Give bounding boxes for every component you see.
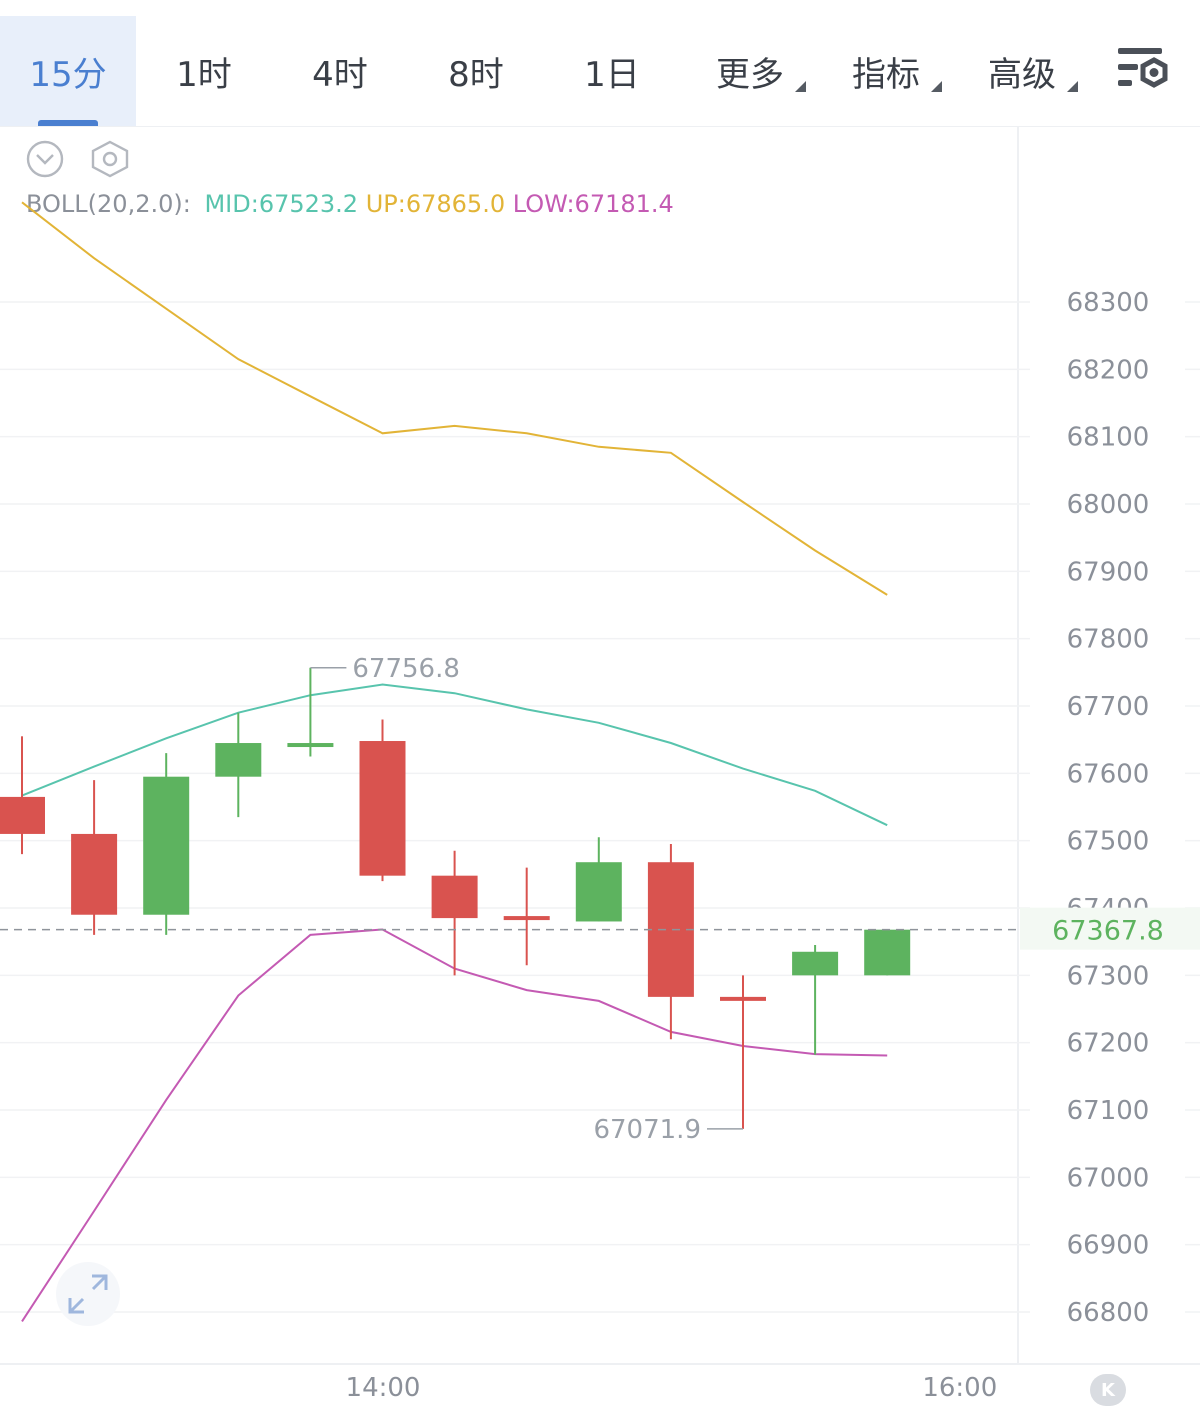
candle-up	[575, 862, 622, 922]
tab-label-wrap: 更多	[716, 47, 806, 96]
boll-indicator-legend: BOLL(20,2.0): MID:67523.2 UP:67865.0 LOW…	[26, 190, 680, 218]
tab-label: 1时	[176, 54, 232, 95]
candle-up	[287, 743, 334, 748]
timeframe-tab-bar: 15分 1时 4时 8时 1日 更多 指标 高级	[0, 0, 1200, 127]
tab-label: 15分	[29, 54, 107, 95]
candle-down	[431, 875, 478, 919]
boll-low-value: LOW:67181.4	[512, 190, 674, 218]
last-price-label: 67367.8	[1052, 916, 1164, 947]
candle-down	[503, 916, 550, 921]
x-tick-label: 16:00	[922, 1373, 997, 1403]
boll-up-value: UP:67865.0	[365, 190, 506, 218]
active-tab-indicator	[38, 120, 98, 126]
boll-mid-value: MID:67523.2	[204, 190, 359, 218]
high-annotation-label: 67756.8	[352, 654, 460, 684]
y-tick-label: 68300	[1067, 288, 1150, 318]
boll-mid-line	[21, 683, 888, 827]
tab-8h[interactable]: 8时	[408, 16, 544, 126]
y-tick-label: 67000	[1067, 1163, 1150, 1193]
plot-area	[0, 201, 911, 1322]
dropdown-caret-icon	[1067, 80, 1078, 92]
tab-1d[interactable]: 1日	[544, 16, 680, 126]
candle-up	[792, 951, 839, 976]
tab-label: 1日	[584, 54, 640, 95]
y-tick-label: 68200	[1067, 355, 1150, 385]
tab-label: 8时	[448, 54, 504, 95]
expand-arrows-icon	[68, 1274, 108, 1314]
candle-down	[720, 996, 766, 1001]
tab-15m[interactable]: 15分	[0, 16, 136, 126]
chart-settings-icon[interactable]	[1112, 42, 1174, 98]
y-tick-label: 66800	[1067, 1298, 1150, 1328]
last-price-badge	[1020, 907, 1200, 950]
y-tick-label: 68100	[1067, 423, 1150, 453]
tab-label: 高级	[988, 54, 1056, 95]
tab-1h[interactable]: 1时	[136, 16, 272, 126]
tab-indicators-dropdown[interactable]: 指标	[836, 16, 942, 126]
k-line-toggle-icon[interactable]: K	[1090, 1374, 1126, 1406]
y-tick-label: 67100	[1067, 1096, 1150, 1126]
y-tick-label: 67600	[1067, 759, 1150, 789]
boll-low-line	[21, 928, 888, 1322]
candle-down	[0, 796, 45, 834]
candle-up	[215, 743, 262, 777]
tab-label: 4时	[312, 54, 368, 95]
candle-down	[71, 833, 118, 915]
y-tick-label: 67200	[1067, 1029, 1150, 1059]
expand-chart-button[interactable]	[56, 1262, 120, 1326]
y-tick-label: 68000	[1067, 490, 1150, 520]
y-tick-label: 67500	[1067, 827, 1150, 857]
tab-more-dropdown[interactable]: 更多	[700, 16, 806, 126]
y-tick-label: 67300	[1067, 961, 1150, 991]
tab-label-wrap: 指标	[852, 47, 942, 96]
hexagon-gear-icon[interactable]	[90, 140, 130, 178]
tab-label-wrap: 高级	[988, 47, 1078, 96]
y-tick-label: 66900	[1067, 1231, 1150, 1261]
candle-up	[143, 776, 190, 915]
candlestick-chart[interactable]: 68300 68200 68100 68000 67900 67800 67700 67600…	[0, 126, 1200, 1410]
y-tick-label: 67800	[1067, 625, 1150, 655]
tab-4h[interactable]: 4时	[272, 16, 408, 126]
candle-down	[359, 741, 406, 876]
y-tick-label: 67900	[1067, 557, 1150, 587]
boll-up-line	[21, 201, 888, 596]
chevron-down-circle-icon[interactable]	[26, 140, 64, 178]
tab-label: 更多	[716, 54, 784, 95]
tab-advanced-dropdown[interactable]: 高级	[972, 16, 1078, 126]
tab-label: 指标	[852, 54, 920, 95]
y-tick-label: 67700	[1067, 692, 1150, 722]
dropdown-caret-icon	[795, 80, 806, 92]
boll-label: BOLL(20,2.0):	[26, 190, 191, 218]
low-annotation-label: 67071.9	[593, 1115, 701, 1145]
x-tick-label: 14:00	[346, 1373, 421, 1403]
candle-up	[864, 929, 911, 976]
dropdown-caret-icon	[931, 80, 942, 92]
